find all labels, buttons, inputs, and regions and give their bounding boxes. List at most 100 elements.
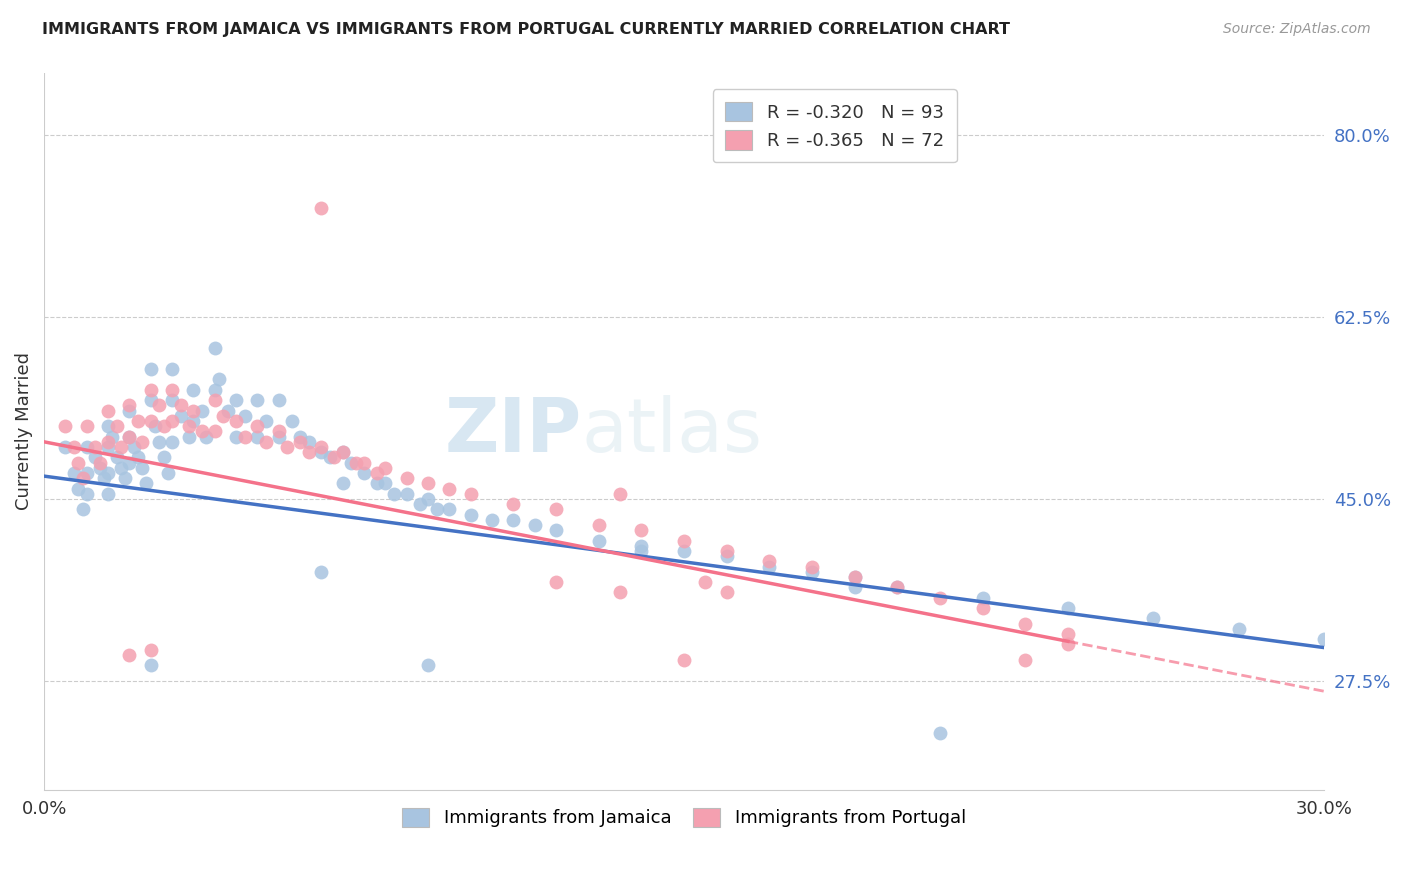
Point xyxy=(225,430,247,444)
Point xyxy=(695,575,717,590)
Point xyxy=(76,419,98,434)
Point xyxy=(110,460,132,475)
Point xyxy=(208,372,231,386)
Point xyxy=(225,393,247,408)
Text: ZIP: ZIP xyxy=(444,395,582,468)
Point xyxy=(630,544,652,558)
Point xyxy=(366,466,388,480)
Point xyxy=(97,440,120,454)
Point xyxy=(148,434,170,449)
Point xyxy=(758,559,780,574)
Point xyxy=(929,725,952,739)
Point xyxy=(97,487,120,501)
Point xyxy=(353,466,375,480)
Point xyxy=(481,513,503,527)
Point xyxy=(105,450,128,465)
Point xyxy=(139,362,162,376)
Point xyxy=(544,502,567,516)
Point xyxy=(191,425,214,439)
Point xyxy=(758,554,780,568)
Point xyxy=(139,393,162,408)
Point xyxy=(672,533,695,548)
Point xyxy=(84,450,107,465)
Point xyxy=(67,456,90,470)
Point xyxy=(139,414,162,428)
Point xyxy=(382,487,405,501)
Point xyxy=(204,425,226,439)
Point xyxy=(439,502,461,516)
Point xyxy=(169,409,191,423)
Point xyxy=(1014,616,1036,631)
Point xyxy=(588,533,610,548)
Text: atlas: atlas xyxy=(582,395,762,468)
Point xyxy=(160,414,183,428)
Point xyxy=(139,383,162,397)
Point xyxy=(374,460,396,475)
Legend: Immigrants from Jamaica, Immigrants from Portugal: Immigrants from Jamaica, Immigrants from… xyxy=(395,800,973,835)
Point xyxy=(131,460,153,475)
Point xyxy=(588,518,610,533)
Point xyxy=(131,434,153,449)
Point xyxy=(118,430,141,444)
Point xyxy=(160,393,183,408)
Point xyxy=(204,393,226,408)
Point xyxy=(319,450,342,465)
Point xyxy=(139,658,162,673)
Point xyxy=(139,642,162,657)
Point xyxy=(217,403,239,417)
Point xyxy=(212,409,235,423)
Point xyxy=(416,491,439,506)
Point xyxy=(76,466,98,480)
Point xyxy=(276,440,298,454)
Point xyxy=(55,419,77,434)
Point xyxy=(311,440,333,454)
Point xyxy=(1057,601,1080,615)
Point xyxy=(1014,653,1036,667)
Point xyxy=(544,575,567,590)
Point xyxy=(297,445,319,459)
Point xyxy=(886,580,908,594)
Point xyxy=(280,414,302,428)
Point xyxy=(1313,632,1336,647)
Point xyxy=(374,476,396,491)
Point xyxy=(118,648,141,662)
Point xyxy=(67,482,90,496)
Point xyxy=(844,580,866,594)
Point xyxy=(160,434,183,449)
Point xyxy=(353,456,375,470)
Point xyxy=(267,425,290,439)
Point xyxy=(630,539,652,553)
Point xyxy=(101,430,124,444)
Point xyxy=(55,440,77,454)
Point xyxy=(93,471,115,485)
Point xyxy=(160,362,183,376)
Point xyxy=(672,544,695,558)
Point xyxy=(118,403,141,417)
Point xyxy=(254,414,277,428)
Point xyxy=(72,471,94,485)
Point xyxy=(63,440,86,454)
Point xyxy=(246,419,269,434)
Point xyxy=(716,585,738,599)
Point xyxy=(152,450,174,465)
Point xyxy=(1142,611,1164,625)
Point xyxy=(97,419,120,434)
Point xyxy=(89,456,111,470)
Point xyxy=(801,559,824,574)
Point xyxy=(801,565,824,579)
Point xyxy=(225,414,247,428)
Point xyxy=(204,383,226,397)
Point xyxy=(76,487,98,501)
Point xyxy=(672,653,695,667)
Point xyxy=(609,487,631,501)
Point xyxy=(72,502,94,516)
Point xyxy=(169,399,191,413)
Point xyxy=(929,591,952,605)
Point xyxy=(972,591,994,605)
Point xyxy=(97,403,120,417)
Point xyxy=(160,383,183,397)
Point xyxy=(323,450,346,465)
Point xyxy=(416,658,439,673)
Point xyxy=(332,445,354,459)
Point xyxy=(1057,627,1080,641)
